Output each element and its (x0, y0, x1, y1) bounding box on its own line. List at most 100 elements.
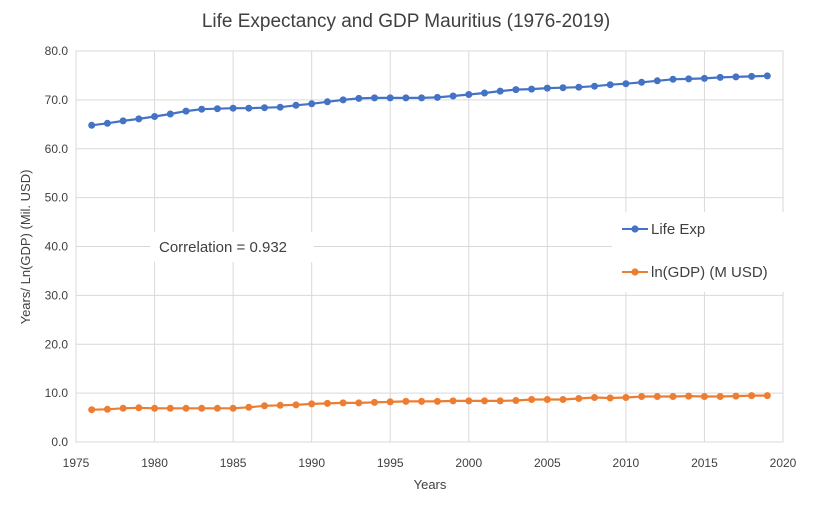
data-point-life-exp (543, 84, 551, 92)
x-tick-label: 1975 (63, 456, 90, 470)
data-point-life-exp (323, 98, 331, 106)
x-tick-label: 2015 (691, 456, 718, 470)
data-point-ln-gdp-m-usd (622, 394, 630, 401)
series-group (88, 72, 771, 414)
data-point-ln-gdp-m-usd (276, 401, 284, 409)
data-point-ln-gdp-m-usd (528, 396, 536, 403)
data-point-ln-gdp-m-usd (182, 404, 190, 412)
data-point-ln-gdp-m-usd (512, 397, 520, 404)
x-tick-label: 2005 (534, 456, 561, 470)
data-point-life-exp (748, 72, 756, 80)
data-point-ln-gdp-m-usd (229, 404, 237, 412)
y-tick-label: 70.0 (45, 93, 69, 107)
data-point-life-exp (575, 83, 583, 91)
legend-label-life-exp: Life Exp (651, 221, 705, 238)
data-point-life-exp (119, 117, 127, 125)
data-point-ln-gdp-m-usd (433, 397, 441, 405)
data-point-ln-gdp-m-usd (308, 400, 316, 408)
data-point-life-exp (496, 87, 504, 95)
data-point-life-exp (245, 104, 253, 112)
data-point-ln-gdp-m-usd (496, 397, 504, 405)
data-point-life-exp (371, 94, 378, 102)
series-life-exp (88, 72, 771, 129)
data-point-ln-gdp-m-usd (465, 397, 473, 405)
data-point-life-exp (166, 110, 174, 118)
data-point-life-exp (716, 73, 724, 81)
data-point-ln-gdp-m-usd (575, 395, 583, 402)
data-point-life-exp (135, 115, 143, 123)
data-point-life-exp (622, 80, 630, 88)
data-point-ln-gdp-m-usd (763, 392, 771, 400)
data-point-ln-gdp-m-usd (198, 404, 206, 412)
x-tick-label: 1980 (141, 456, 168, 470)
data-point-life-exp (308, 100, 316, 108)
series-line-ln-gdp-m-usd (91, 394, 768, 411)
data-point-life-exp (386, 94, 394, 102)
data-point-ln-gdp-m-usd (653, 393, 661, 400)
data-point-life-exp (763, 72, 771, 80)
data-point-life-exp (449, 92, 457, 100)
data-point-ln-gdp-m-usd (386, 398, 394, 406)
data-point-ln-gdp-m-usd (245, 403, 253, 411)
data-point-ln-gdp-m-usd (606, 394, 614, 402)
data-point-ln-gdp-m-usd (371, 398, 378, 406)
data-point-life-exp (88, 121, 96, 129)
data-point-ln-gdp-m-usd (88, 406, 96, 414)
x-tick-label: 2010 (613, 456, 640, 470)
correlation-annotation: Correlation = 0.932 (159, 239, 287, 256)
chart-title: Life Expectancy and GDP Mauritius (1976-… (202, 11, 610, 32)
data-point-life-exp (213, 105, 221, 113)
y-tick-label: 60.0 (45, 142, 69, 156)
legend-background (612, 212, 790, 292)
data-point-life-exp (559, 84, 567, 92)
legend-marker-life-exp (631, 225, 639, 233)
data-point-life-exp (638, 78, 646, 86)
y-axis-ticks: 0.0 10.0 20.0 30.0 40.0 50.0 60.0 70.0 80.0 (45, 44, 69, 449)
data-point-ln-gdp-m-usd (323, 399, 331, 407)
y-tick-label: 0.0 (51, 435, 68, 449)
data-point-life-exp (481, 89, 488, 97)
data-point-ln-gdp-m-usd (166, 404, 174, 412)
data-point-life-exp (276, 103, 284, 111)
y-tick-label: 30.0 (45, 288, 69, 302)
data-point-life-exp (182, 107, 190, 115)
x-tick-label: 1995 (377, 456, 404, 470)
data-point-life-exp (606, 81, 614, 89)
data-point-ln-gdp-m-usd (449, 397, 457, 405)
data-point-life-exp (512, 86, 520, 94)
data-point-ln-gdp-m-usd (559, 396, 567, 403)
data-point-ln-gdp-m-usd (418, 397, 426, 405)
x-tick-label: 1985 (220, 456, 247, 470)
data-point-life-exp (528, 85, 536, 93)
data-point-ln-gdp-m-usd (103, 405, 111, 413)
data-point-life-exp (229, 104, 237, 112)
data-point-life-exp (591, 82, 598, 90)
y-tick-label: 10.0 (45, 386, 69, 400)
data-point-ln-gdp-m-usd (700, 393, 708, 400)
legend-marker-ln-gdp (631, 268, 639, 276)
series-ln-gdp-m-usd (88, 392, 771, 414)
data-point-life-exp (732, 73, 740, 81)
y-tick-label: 40.0 (45, 240, 69, 254)
x-tick-label: 2000 (455, 456, 482, 470)
data-point-ln-gdp-m-usd (716, 393, 724, 400)
data-point-ln-gdp-m-usd (481, 397, 488, 405)
data-point-ln-gdp-m-usd (685, 392, 693, 400)
data-point-ln-gdp-m-usd (135, 404, 143, 412)
data-point-ln-gdp-m-usd (339, 399, 347, 407)
data-point-ln-gdp-m-usd (638, 393, 646, 400)
series-line-life-exp (91, 74, 768, 127)
data-point-life-exp (653, 77, 661, 85)
data-point-ln-gdp-m-usd (732, 392, 740, 400)
data-point-ln-gdp-m-usd (213, 404, 221, 412)
y-tick-label: 80.0 (45, 44, 69, 58)
data-point-ln-gdp-m-usd (543, 396, 551, 403)
legend-label-ln-gdp: ln(GDP) (M USD) (651, 264, 768, 281)
data-point-life-exp (151, 113, 159, 120)
data-point-ln-gdp-m-usd (261, 402, 268, 410)
data-point-life-exp (402, 94, 410, 102)
data-point-life-exp (433, 93, 441, 101)
data-point-life-exp (261, 104, 268, 112)
